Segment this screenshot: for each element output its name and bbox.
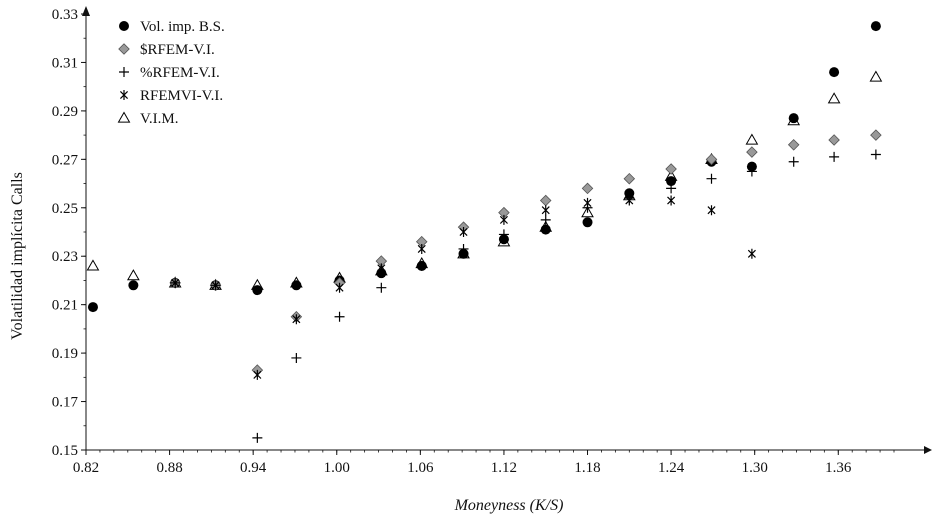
data-point xyxy=(746,166,757,177)
y-tick-label: 0.17 xyxy=(52,395,79,411)
data-point xyxy=(87,302,98,313)
data-point xyxy=(705,153,718,166)
x-tick-label: 1.30 xyxy=(742,460,768,476)
series-plus xyxy=(170,149,881,443)
data-point xyxy=(870,21,881,32)
data-point xyxy=(539,194,552,207)
legend-label: %RFEM-V.I. xyxy=(140,65,220,81)
data-point xyxy=(667,195,676,206)
x-tick-label: 1.12 xyxy=(491,460,517,476)
data-point xyxy=(499,214,508,225)
x-tick-label: 1.00 xyxy=(324,460,350,476)
legend-label: V.I.M. xyxy=(140,111,178,127)
data-point xyxy=(788,156,799,167)
y-tick-label: 0.29 xyxy=(52,104,78,120)
data-point xyxy=(417,243,426,254)
data-point xyxy=(828,134,840,146)
legend-label: RFEMVI-V.I. xyxy=(140,88,223,104)
data-point xyxy=(706,173,717,184)
y-tick-label: 0.15 xyxy=(52,443,78,459)
data-point xyxy=(291,352,302,363)
data-point xyxy=(210,280,221,291)
y-tick-label: 0.31 xyxy=(52,55,78,71)
plot-area xyxy=(86,21,883,443)
x-tick-label: 0.88 xyxy=(156,460,182,476)
data-point xyxy=(870,149,881,160)
y-tick-label: 0.33 xyxy=(52,7,78,23)
data-point xyxy=(623,172,636,185)
legend-label: $RFEM-V.I. xyxy=(140,42,215,58)
legend-label: Vol. imp. B.S. xyxy=(140,19,225,35)
legend: Vol. imp. B.S. $RFEM-V.I. %RFEM-V.I. RFEMVI… xyxy=(117,19,225,127)
data-point xyxy=(458,243,469,254)
data-point xyxy=(827,92,841,104)
data-point xyxy=(665,163,677,175)
data-point xyxy=(746,146,758,158)
data-point xyxy=(252,432,263,443)
x-tick-label: 0.82 xyxy=(73,460,99,476)
data-point xyxy=(416,260,427,271)
data-point xyxy=(170,277,181,288)
data-point xyxy=(581,182,594,195)
data-point xyxy=(377,263,386,274)
data-point xyxy=(540,224,551,235)
data-point xyxy=(582,217,593,228)
data-point xyxy=(707,205,716,216)
data-point xyxy=(624,193,635,204)
y-ticks: 0.15 0.17 0.19 0.21 0.23 0.25 0.27 0.29 0.31 0.33 xyxy=(52,7,86,459)
data-point xyxy=(127,269,140,281)
data-point xyxy=(666,176,677,187)
x-tick-label: 1.06 xyxy=(407,460,434,476)
data-point xyxy=(745,133,759,145)
y-tick-label: 0.19 xyxy=(52,346,78,362)
y-axis-title: Volatilidad implícita Calls xyxy=(9,172,26,340)
legend-marker xyxy=(117,111,131,123)
data-point xyxy=(334,311,345,322)
x-tick-label: 1.36 xyxy=(825,460,852,476)
legend-marker xyxy=(119,67,129,77)
data-point xyxy=(335,282,344,293)
legend-marker xyxy=(119,21,129,31)
x-tick-label: 1.18 xyxy=(574,460,600,476)
x-tick-label: 0.94 xyxy=(240,460,267,476)
data-point xyxy=(253,369,262,380)
data-point xyxy=(540,214,551,225)
y-tick-label: 0.23 xyxy=(52,249,78,265)
data-point xyxy=(829,67,840,78)
data-point xyxy=(376,282,387,293)
x-axis-title: Moneyness (K/S) xyxy=(454,497,564,514)
legend-marker xyxy=(118,43,130,55)
data-point xyxy=(291,280,302,291)
legend-marker xyxy=(119,90,129,100)
series-open-triangle xyxy=(86,70,883,290)
y-tick-label: 0.21 xyxy=(52,298,78,314)
x-tick-label: 1.24 xyxy=(658,460,685,476)
data-point xyxy=(869,70,883,82)
data-point xyxy=(829,151,840,162)
x-axis-arrow xyxy=(924,446,932,454)
data-point xyxy=(747,248,756,259)
data-point xyxy=(582,202,593,213)
data-point xyxy=(788,113,799,124)
series-diamond xyxy=(169,129,882,376)
data-point xyxy=(292,314,301,325)
data-point xyxy=(541,205,550,216)
data-point xyxy=(666,183,677,194)
x-ticks: 0.82 0.88 0.94 1.00 1.06 1.12 1.18 1.24 1.30 1.36 xyxy=(73,450,895,476)
data-point xyxy=(870,129,882,141)
y-tick-label: 0.27 xyxy=(52,152,79,168)
data-point xyxy=(252,285,263,296)
data-point xyxy=(498,229,509,240)
data-point xyxy=(459,227,468,237)
data-point xyxy=(86,259,100,271)
data-point xyxy=(787,139,800,151)
data-point xyxy=(128,280,139,291)
y-tick-label: 0.25 xyxy=(52,201,78,217)
